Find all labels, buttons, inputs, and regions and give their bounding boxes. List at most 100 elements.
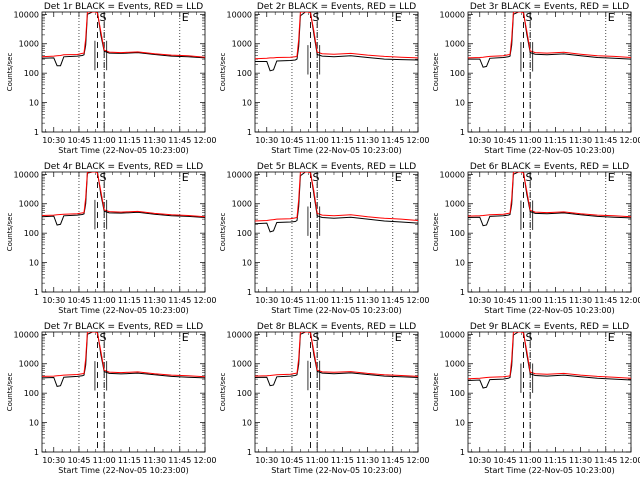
series-group bbox=[42, 332, 205, 391]
lld-series-line bbox=[255, 332, 418, 377]
y-tick-label: 100 bbox=[24, 69, 39, 78]
chart-title: Det 1r BLACK = Events, RED = LLD bbox=[44, 2, 203, 12]
y-tick-label: 10000 bbox=[14, 330, 39, 339]
detector-panel: Det 2r BLACK = Events, RED = LLD 1 10 100 10… bbox=[213, 0, 430, 160]
y-tick-label: 10 bbox=[29, 259, 39, 268]
lld-series-line bbox=[42, 172, 205, 218]
x-tick-label: 12:00 bbox=[619, 136, 640, 145]
y-tick-label: 1000 bbox=[232, 360, 252, 369]
chart-title: Det 4r BLACK = Events, RED = LLD bbox=[44, 162, 203, 172]
start-marker-label: S bbox=[99, 171, 106, 184]
end-marker-label: E bbox=[182, 171, 189, 184]
detector-panel: Det 3r BLACK = Events, RED = LLD 1 10 100 10… bbox=[426, 0, 640, 160]
plot-frame bbox=[254, 11, 419, 133]
lld-series-line bbox=[468, 172, 631, 218]
y-tick-label: 1 bbox=[247, 128, 252, 137]
x-tick-label: 11:00 bbox=[306, 136, 329, 145]
series-group bbox=[468, 332, 631, 393]
x-tick-label: 11:45 bbox=[168, 456, 191, 465]
end-marker-label: E bbox=[608, 331, 615, 344]
y-tick-label: 10000 bbox=[227, 330, 252, 339]
x-tick-label: 11:15 bbox=[544, 456, 567, 465]
x-tick-label: 10:45 bbox=[493, 296, 516, 305]
x-tick-label: 11:15 bbox=[118, 296, 141, 305]
y-axis-label: Counts/sec bbox=[219, 213, 227, 252]
x-axis-label: Start Time (22-Nov-05 10:23:00) bbox=[271, 146, 401, 155]
y-axis-label: Counts/sec bbox=[219, 53, 227, 92]
detector-chart: Det 6r BLACK = Events, RED = LLD 1 10 100 10… bbox=[432, 162, 640, 315]
series-group bbox=[468, 172, 631, 230]
y-axis-label: Counts/sec bbox=[219, 373, 227, 412]
x-axis-label: Start Time (22-Nov-05 10:23:00) bbox=[58, 146, 188, 155]
x-tick-label: 10:30 bbox=[255, 296, 278, 305]
y-tick-label: 10000 bbox=[440, 330, 465, 339]
events-series-line bbox=[255, 172, 418, 233]
y-tick-label: 10000 bbox=[440, 170, 465, 179]
x-tick-label: 11:30 bbox=[143, 136, 166, 145]
x-axis-label: Start Time (22-Nov-05 10:23:00) bbox=[484, 306, 614, 315]
x-tick-label: 11:15 bbox=[331, 456, 354, 465]
lld-series-line bbox=[468, 332, 631, 380]
detector-chart: Det 1r BLACK = Events, RED = LLD 1 10 100 10… bbox=[6, 2, 217, 155]
series-group bbox=[255, 172, 418, 236]
plot-frame bbox=[41, 331, 206, 453]
events-series-line bbox=[42, 332, 205, 387]
x-axis-label: Start Time (22-Nov-05 10:23:00) bbox=[484, 466, 614, 475]
x-tick-label: 10:45 bbox=[493, 456, 516, 465]
x-tick-label: 12:00 bbox=[193, 296, 216, 305]
x-tick-label: 11:15 bbox=[544, 296, 567, 305]
lld-series-line bbox=[42, 12, 205, 58]
chart-title: Det 7r BLACK = Events, RED = LLD bbox=[44, 322, 203, 332]
x-tick-label: 11:30 bbox=[569, 136, 592, 145]
x-tick-label: 10:45 bbox=[67, 296, 90, 305]
series-group bbox=[255, 332, 418, 391]
x-tick-label: 11:30 bbox=[143, 456, 166, 465]
x-tick-label: 10:30 bbox=[468, 456, 491, 465]
y-tick-label: 1000 bbox=[232, 200, 252, 209]
y-tick-label: 1 bbox=[34, 128, 39, 137]
y-tick-label: 1 bbox=[247, 288, 252, 297]
y-axis-label: Counts/sec bbox=[6, 53, 14, 92]
x-tick-label: 11:00 bbox=[519, 136, 542, 145]
y-tick-label: 1000 bbox=[19, 200, 39, 209]
events-series-line bbox=[468, 12, 631, 68]
x-tick-label: 11:00 bbox=[93, 456, 116, 465]
y-tick-label: 10000 bbox=[14, 170, 39, 179]
plot-frame bbox=[41, 171, 206, 293]
plot-frame bbox=[254, 331, 419, 453]
x-tick-label: 12:00 bbox=[619, 456, 640, 465]
end-marker-label: E bbox=[395, 11, 402, 24]
detector-panel: Det 1r BLACK = Events, RED = LLD 1 10 100 10… bbox=[0, 0, 217, 160]
y-tick-label: 1 bbox=[34, 288, 39, 297]
start-marker-label: S bbox=[99, 11, 106, 24]
y-tick-label: 10 bbox=[455, 99, 465, 108]
detector-panel: Det 5r BLACK = Events, RED = LLD 1 10 100 10… bbox=[213, 160, 430, 320]
y-tick-label: 1 bbox=[247, 448, 252, 457]
end-marker-label: E bbox=[182, 331, 189, 344]
detector-chart: Det 8r BLACK = Events, RED = LLD 1 10 100 10… bbox=[219, 322, 430, 475]
events-series-line bbox=[468, 172, 631, 227]
y-tick-label: 100 bbox=[24, 389, 39, 398]
x-tick-label: 10:30 bbox=[42, 296, 65, 305]
y-tick-label: 10 bbox=[29, 99, 39, 108]
x-axis-label: Start Time (22-Nov-05 10:23:00) bbox=[484, 146, 614, 155]
y-tick-label: 10000 bbox=[227, 170, 252, 179]
x-tick-label: 11:30 bbox=[569, 456, 592, 465]
x-tick-label: 11:00 bbox=[93, 296, 116, 305]
x-tick-label: 11:30 bbox=[356, 296, 379, 305]
plot-frame bbox=[467, 171, 632, 293]
y-axis-label: Counts/sec bbox=[432, 213, 440, 252]
events-series-line bbox=[255, 332, 418, 387]
x-tick-label: 11:00 bbox=[93, 136, 116, 145]
y-tick-label: 1000 bbox=[19, 40, 39, 49]
y-tick-label: 100 bbox=[450, 389, 465, 398]
y-tick-label: 10 bbox=[242, 259, 252, 268]
detector-chart: Det 4r BLACK = Events, RED = LLD 1 10 100 10… bbox=[6, 162, 217, 315]
events-series-line bbox=[468, 332, 631, 389]
x-tick-label: 11:30 bbox=[569, 296, 592, 305]
series-group bbox=[468, 12, 631, 72]
y-tick-label: 1 bbox=[460, 448, 465, 457]
chart-title: Det 9r BLACK = Events, RED = LLD bbox=[470, 322, 629, 332]
detector-panel: Det 9r BLACK = Events, RED = LLD 1 10 100 10… bbox=[426, 320, 640, 480]
x-tick-label: 10:45 bbox=[280, 136, 303, 145]
